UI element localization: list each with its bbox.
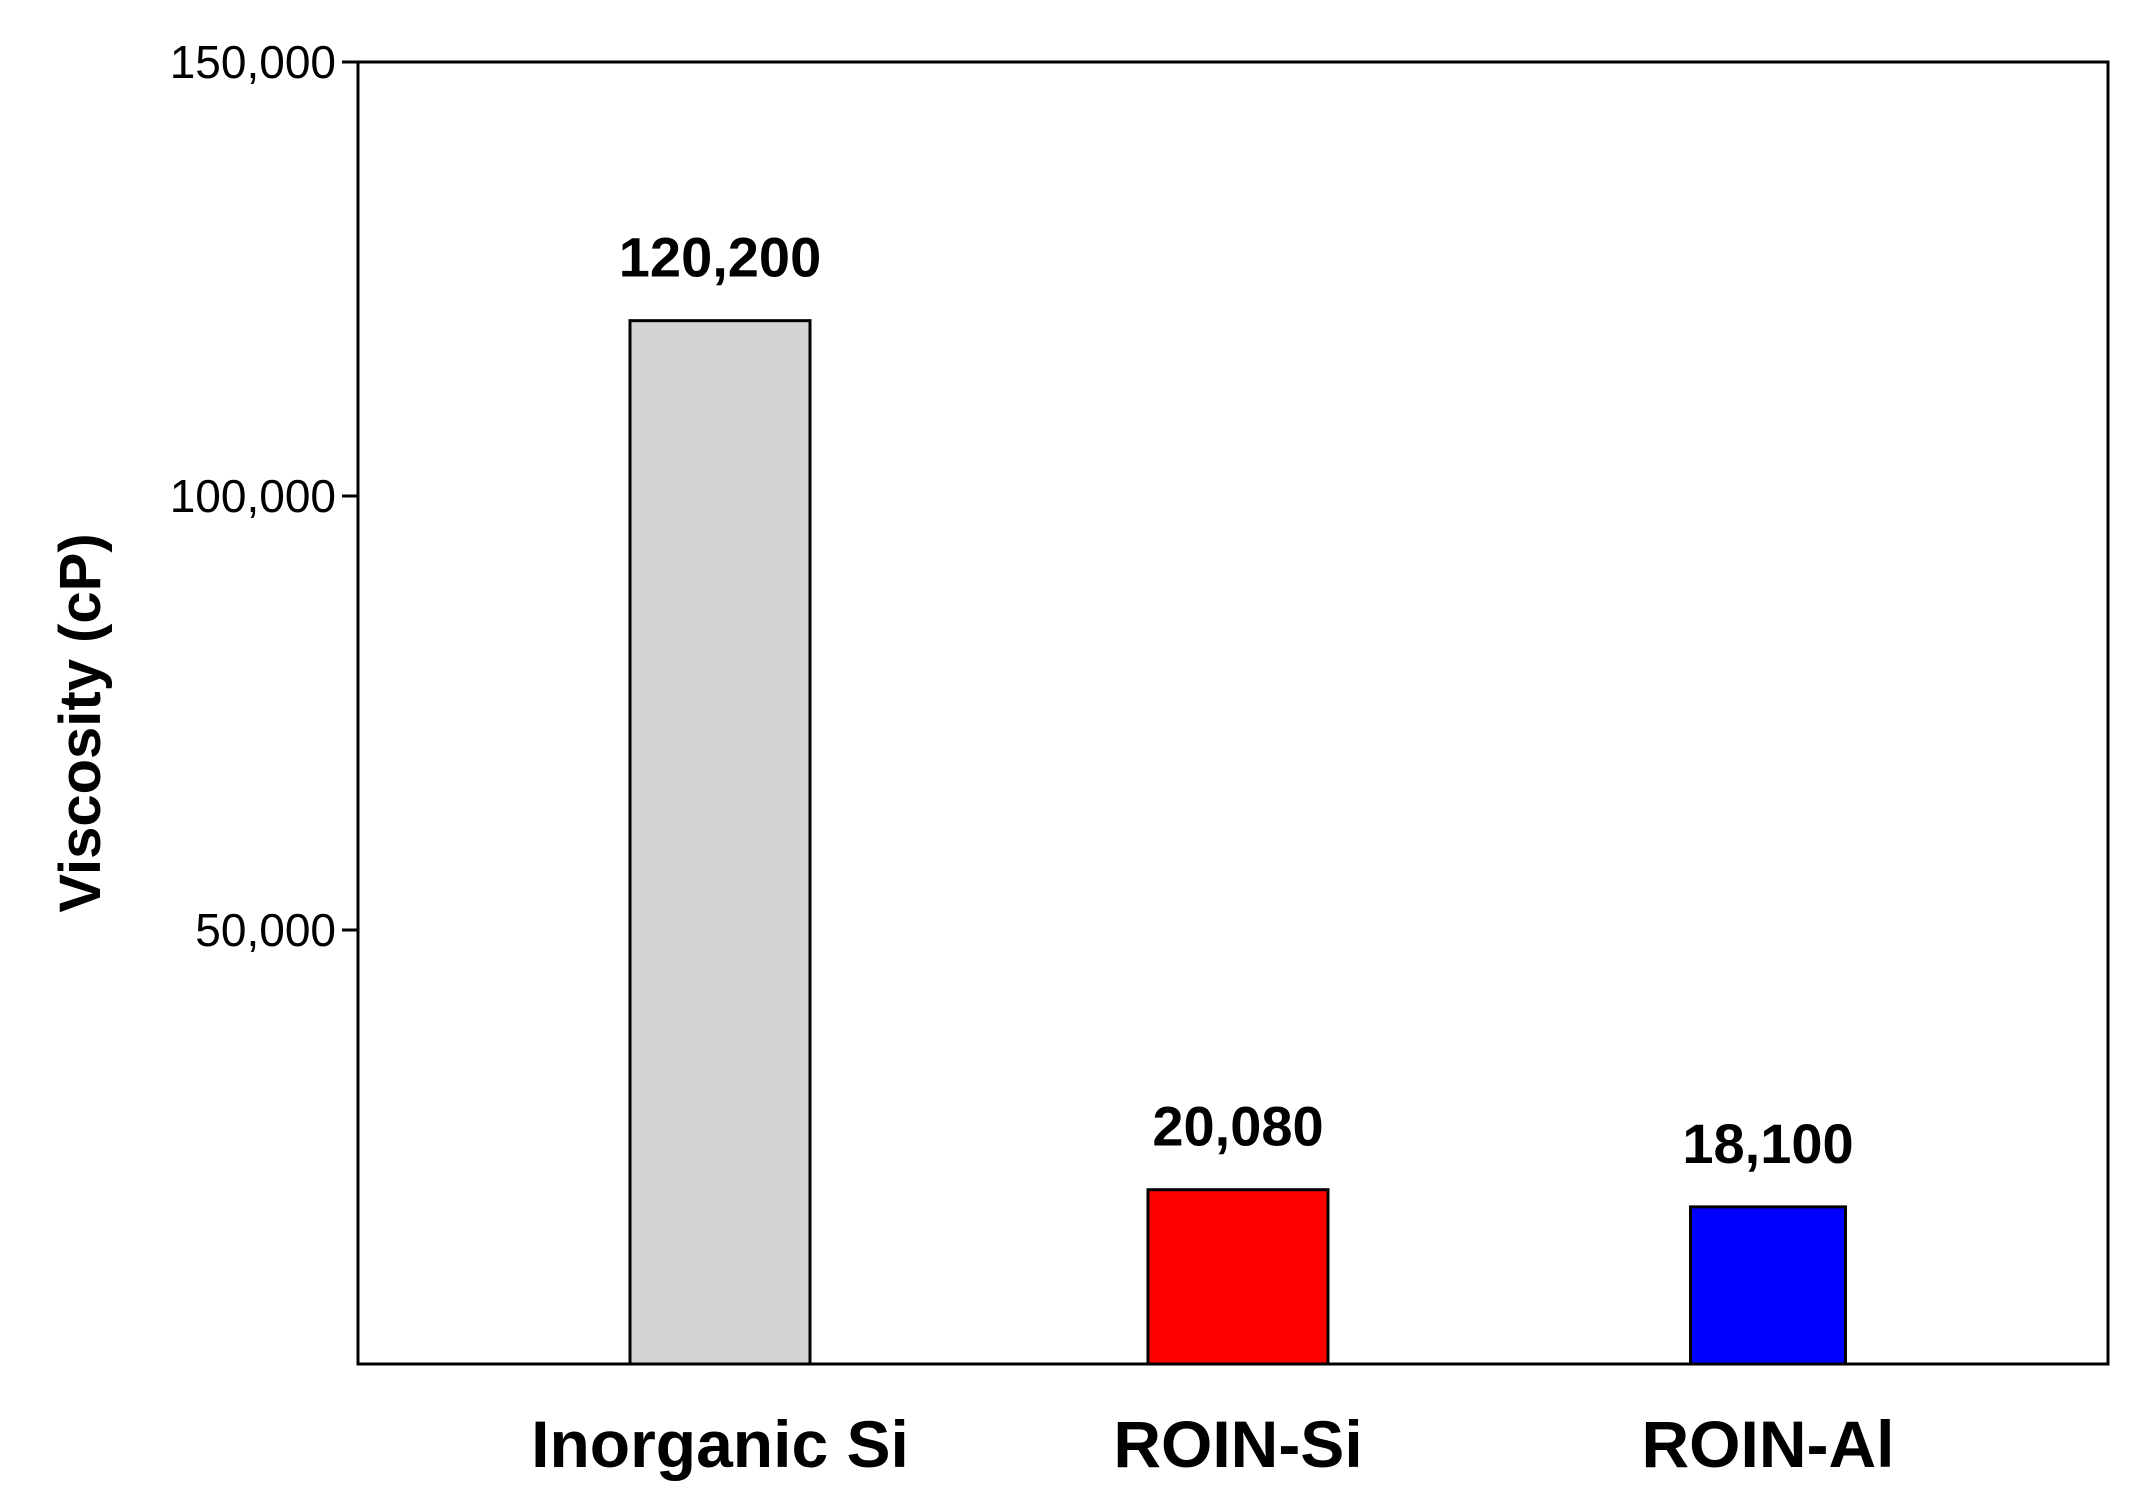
x-tick-label-inorganic-si: Inorganic Si (531, 1407, 909, 1481)
plot-frame (356, 60, 2110, 1366)
y-tick-label: 50,000 (195, 904, 336, 956)
y-axis-title: Viscosity (cP) (48, 533, 113, 912)
data-label-roin-si: 20,080 (1152, 1095, 1323, 1158)
y-tick-label: 150,000 (170, 36, 336, 88)
data-labels-layer: 120,200 20,080 18,100 (619, 226, 1854, 1175)
data-label-roin-al: 18,100 (1682, 1112, 1853, 1175)
x-tick-label-roin-si: ROIN-Si (1113, 1407, 1362, 1481)
bar-roin-si (1146, 1188, 1330, 1366)
bars-layer (628, 319, 1847, 1366)
bar-inorganic-si (628, 319, 812, 1366)
bar-roin-al (1689, 1205, 1847, 1366)
y-tick-label: 100,000 (170, 470, 336, 522)
data-label-inorganic-si: 120,200 (619, 226, 821, 289)
x-tick-label-roin-al: ROIN-Al (1642, 1407, 1895, 1481)
axes-layer: Inorganic Si ROIN-Si ROIN-Al 50,000 100,000 1… (170, 36, 2110, 1481)
